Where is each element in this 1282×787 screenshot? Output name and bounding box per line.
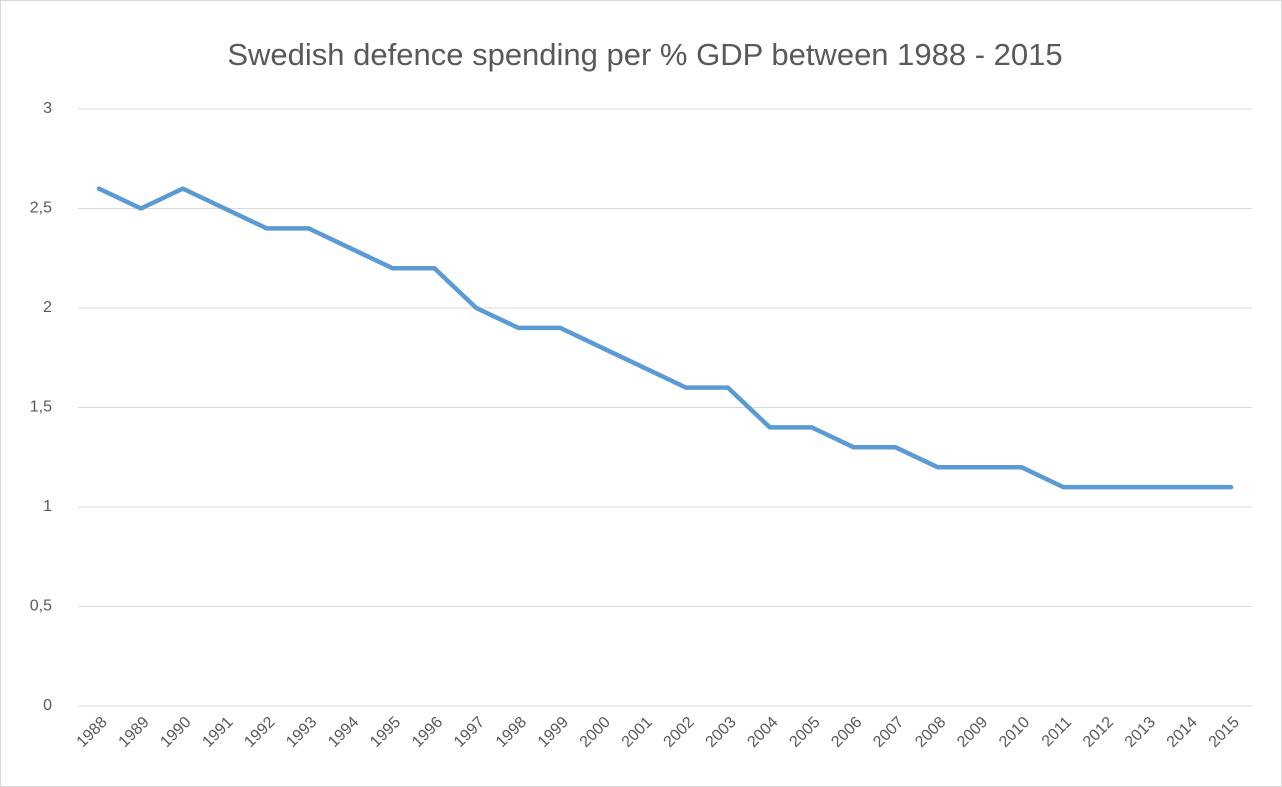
y-tick-label: 2,5 (30, 200, 52, 217)
y-tick-label: 2 (43, 299, 52, 316)
y-tick-label: 1,5 (30, 399, 52, 416)
chart-title: Swedish defence spending per % GDP betwe… (227, 37, 1062, 72)
y-tick-label: 3 (43, 100, 52, 117)
y-tick-label: 0,5 (30, 598, 52, 615)
y-tick-label: 1 (43, 498, 52, 515)
line-series (96, 186, 1234, 490)
y-tick-label: 0 (43, 697, 52, 714)
